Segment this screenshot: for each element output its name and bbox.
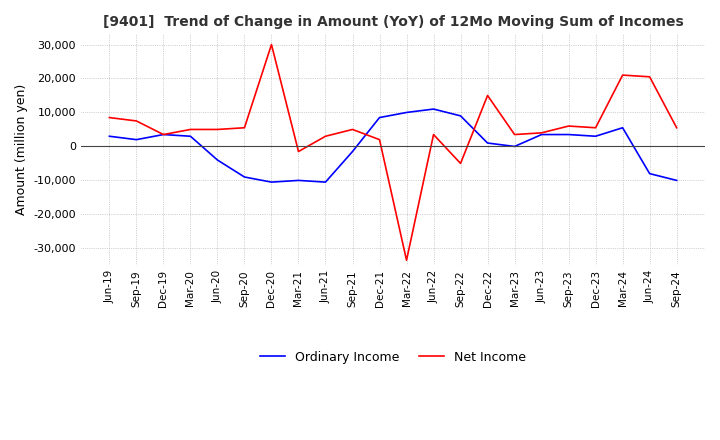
Ordinary Income xyxy=(402,110,411,115)
Net Income xyxy=(186,127,194,132)
Net Income xyxy=(105,115,114,120)
Net Income xyxy=(159,132,168,137)
Ordinary Income xyxy=(645,171,654,176)
Net Income xyxy=(618,73,627,78)
Net Income xyxy=(510,132,519,137)
Ordinary Income xyxy=(375,115,384,120)
Ordinary Income xyxy=(429,106,438,112)
Net Income xyxy=(564,123,573,128)
Net Income xyxy=(294,149,303,154)
Legend: Ordinary Income, Net Income: Ordinary Income, Net Income xyxy=(256,345,531,369)
Ordinary Income xyxy=(483,140,492,146)
Ordinary Income xyxy=(321,180,330,185)
Net Income xyxy=(537,130,546,136)
Ordinary Income xyxy=(672,178,681,183)
Ordinary Income xyxy=(510,144,519,149)
Net Income xyxy=(645,74,654,80)
Ordinary Income xyxy=(294,178,303,183)
Net Income xyxy=(483,93,492,98)
Ordinary Income xyxy=(564,132,573,137)
Ordinary Income xyxy=(618,125,627,130)
Line: Net Income: Net Income xyxy=(109,44,677,260)
Ordinary Income xyxy=(132,137,140,142)
Net Income xyxy=(402,257,411,263)
Net Income xyxy=(456,161,465,166)
Net Income xyxy=(321,134,330,139)
Net Income xyxy=(267,42,276,47)
Ordinary Income xyxy=(213,158,222,163)
Y-axis label: Amount (million yen): Amount (million yen) xyxy=(15,84,28,216)
Net Income xyxy=(132,118,140,124)
Ordinary Income xyxy=(537,132,546,137)
Ordinary Income xyxy=(267,180,276,185)
Net Income xyxy=(348,127,357,132)
Net Income xyxy=(375,137,384,142)
Line: Ordinary Income: Ordinary Income xyxy=(109,109,677,182)
Net Income xyxy=(240,125,249,130)
Ordinary Income xyxy=(348,149,357,154)
Net Income xyxy=(429,132,438,137)
Ordinary Income xyxy=(591,134,600,139)
Ordinary Income xyxy=(105,134,114,139)
Ordinary Income xyxy=(159,132,168,137)
Ordinary Income xyxy=(456,113,465,118)
Ordinary Income xyxy=(240,174,249,180)
Net Income xyxy=(591,125,600,130)
Title: [9401]  Trend of Change in Amount (YoY) of 12Mo Moving Sum of Incomes: [9401] Trend of Change in Amount (YoY) o… xyxy=(103,15,683,29)
Net Income xyxy=(213,127,222,132)
Ordinary Income xyxy=(186,134,194,139)
Net Income xyxy=(672,125,681,130)
